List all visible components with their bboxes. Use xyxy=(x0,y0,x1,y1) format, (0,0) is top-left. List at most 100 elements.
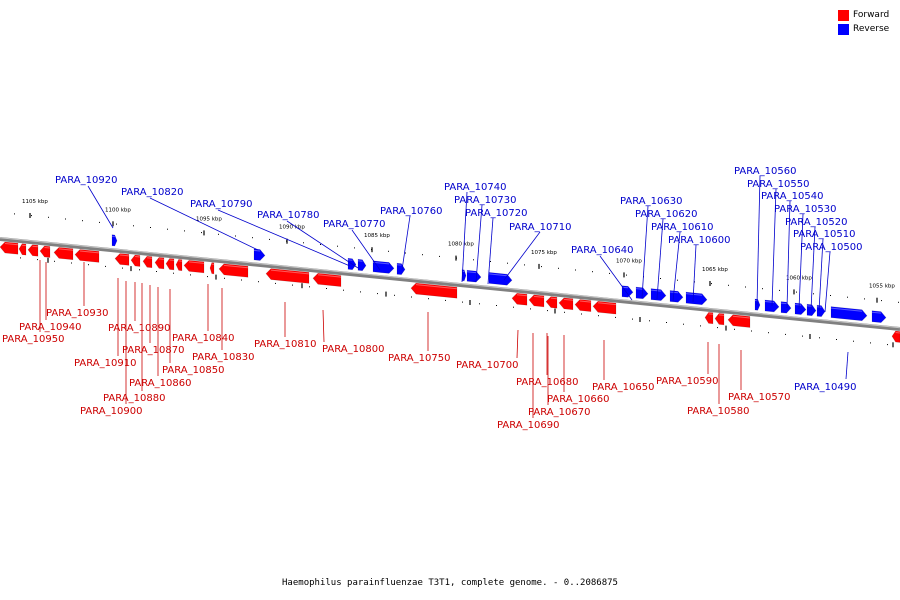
forward-gene-arrow xyxy=(558,297,574,311)
label-leader xyxy=(401,215,411,271)
gene-arrow-highlight xyxy=(650,289,662,292)
ruler-dot xyxy=(309,286,310,288)
label-leader xyxy=(503,231,541,281)
forward-gene-arrow xyxy=(410,282,458,299)
ruler-dot xyxy=(224,277,225,279)
ruler-dot xyxy=(830,295,831,296)
forward-swatch xyxy=(838,9,849,21)
ruler-dot xyxy=(768,332,769,334)
scale-tick-label: 1100 kbp xyxy=(105,207,131,213)
forward-gene-arrow xyxy=(218,263,249,278)
reverse-gene-label: PARA_10610 xyxy=(651,222,713,233)
ruler-dot xyxy=(728,284,729,286)
reverse-gene-arrow xyxy=(794,302,807,315)
label-leader xyxy=(87,185,114,229)
ruler-dot xyxy=(598,315,599,317)
forward-gene-arrow xyxy=(714,313,725,326)
forward-gene-label: PARA_10700 xyxy=(456,360,518,371)
gene-arrow-highlight xyxy=(58,248,74,251)
gene-arrow-highlight xyxy=(635,288,644,290)
forward-gene-arrow xyxy=(165,258,175,271)
ruler-dot xyxy=(326,288,327,289)
forward-gene-arrow xyxy=(18,243,27,256)
gene-arrow-highlight xyxy=(871,311,882,314)
ruler-dot xyxy=(490,261,491,262)
forward-gene-label: PARA_10940 xyxy=(19,322,81,333)
reverse-gene-label: PARA_10720 xyxy=(465,208,527,219)
ruler-dot xyxy=(819,337,820,339)
ruler-dot xyxy=(847,296,848,298)
ruler-dot xyxy=(524,264,525,266)
ruler-dot xyxy=(439,255,440,257)
forward-gene-arrow xyxy=(0,241,19,255)
forward-gene-label: PARA_10690 xyxy=(497,420,559,431)
ruler-dot xyxy=(411,296,412,298)
scale-ruler: 1105 kbp 1100 kbp 1095 kbp 1090 kbp 1085 kbp… xyxy=(22,199,895,348)
reverse-gene-label: PARA_10560 xyxy=(734,166,796,177)
forward-gene-arrow xyxy=(574,299,592,312)
forward-gene-label: PARA_10800 xyxy=(322,344,384,355)
label-leader xyxy=(516,329,519,359)
gene-labels: PARA_10920 PARA_10820 PARA_10790 PARA_10780… xyxy=(2,166,862,431)
reverse-gene-label: PARA_10710 xyxy=(509,222,571,233)
label-leader xyxy=(322,309,325,343)
ruler-dot xyxy=(683,323,684,325)
gene-arrow-highlight xyxy=(119,254,130,257)
ruler-dot xyxy=(167,228,168,230)
forward-gene-arrow xyxy=(528,294,545,308)
legend: Forward Reverse xyxy=(838,8,889,36)
ruler-dot xyxy=(479,303,480,305)
label-leader xyxy=(487,217,494,285)
scale-tick-label: 1080 kbp xyxy=(448,242,474,248)
reverse-gene-arrow xyxy=(621,285,634,298)
forward-gene-label: PARA_10930 xyxy=(46,308,108,319)
reverse-gene-label: PARA_10730 xyxy=(454,195,516,206)
reverse-gene-label: PARA_10760 xyxy=(380,206,442,217)
ruler-dot xyxy=(632,318,633,320)
scale-tick-label: 1085 kbp xyxy=(364,233,390,239)
reverse-gene-label: PARA_10790 xyxy=(190,199,252,210)
ruler-dot xyxy=(269,238,270,240)
ruler-dot xyxy=(99,221,100,223)
forward-gene-arrow xyxy=(891,330,900,343)
ruler-dot xyxy=(258,281,259,283)
reverse-gene-label: PARA_10550 xyxy=(747,179,809,190)
gene-arrow-highlight xyxy=(253,249,261,252)
ruler-dot xyxy=(201,232,202,234)
forward-gene-label: PARA_10860 xyxy=(129,378,191,389)
label-leader xyxy=(756,175,761,306)
gene-arrow-highlight xyxy=(732,315,751,319)
forward-gene-arrow xyxy=(727,314,751,328)
ruler-dot xyxy=(575,269,576,271)
ruler-dot xyxy=(105,265,106,267)
gene-arrow-highlight xyxy=(44,246,51,249)
ruler-dot xyxy=(150,227,151,228)
forward-gene-arrow xyxy=(154,257,165,270)
ruler-dot xyxy=(428,298,429,300)
label-leader xyxy=(824,251,831,313)
genome-backbone-highlight xyxy=(0,237,900,329)
forward-gene-label: PARA_10590 xyxy=(656,376,718,387)
reverse-gene-arrow xyxy=(253,248,266,261)
ruler-dot xyxy=(190,274,191,276)
scale-tick-label: 1090 kbp xyxy=(279,225,305,231)
reverse-gene-label: PARA_10620 xyxy=(635,209,697,220)
gene-arrow-highlight xyxy=(516,294,528,297)
label-leader xyxy=(217,209,351,267)
forward-gene-label: PARA_10670 xyxy=(528,407,590,418)
ruler-dot xyxy=(320,244,321,245)
reverse-gene-label: PARA_10920 xyxy=(55,175,117,186)
reverse-gene-arrow xyxy=(488,272,513,286)
ruler-dot xyxy=(853,340,854,342)
ruler-dot xyxy=(711,283,712,285)
gene-arrow-highlight xyxy=(488,273,508,277)
legend-reverse: Reverse xyxy=(838,22,889,36)
gene-arrow-highlight xyxy=(579,300,592,303)
legend-forward-label: Forward xyxy=(853,10,890,20)
ruler-dot xyxy=(122,267,123,269)
ruler-dot xyxy=(530,308,531,310)
reverse-gene-label: PARA_10780 xyxy=(257,210,319,221)
gene-arrow-highlight xyxy=(780,302,787,305)
gene-arrow-highlight xyxy=(188,261,205,264)
